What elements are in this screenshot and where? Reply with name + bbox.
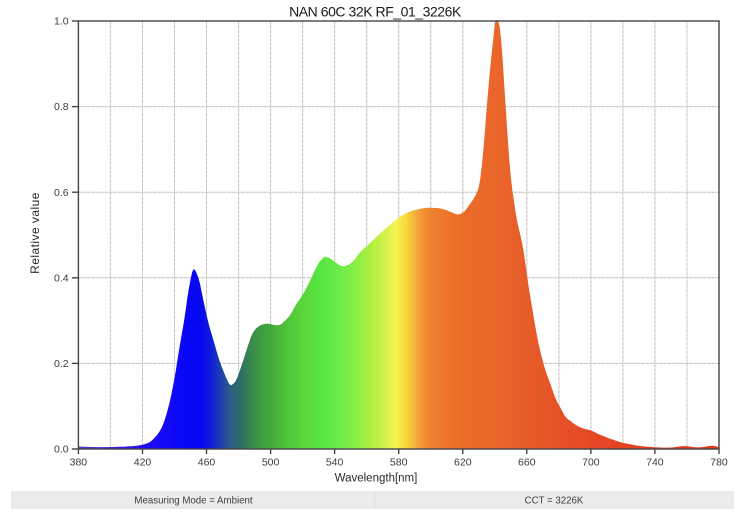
svg-text:380: 380 — [70, 457, 88, 469]
svg-text:420: 420 — [134, 457, 152, 469]
svg-text:540: 540 — [326, 457, 344, 469]
svg-text:NAN 60C 32K RF_01_3226K: NAN 60C 32K RF_01_3226K — [289, 3, 462, 19]
svg-text:620: 620 — [454, 457, 472, 469]
svg-text:0.8: 0.8 — [54, 101, 69, 113]
svg-text:740: 740 — [646, 457, 664, 469]
svg-text:CCT = 3226K: CCT = 3226K — [525, 496, 584, 507]
svg-text:500: 500 — [262, 457, 280, 469]
svg-text:Relative value: Relative value — [28, 192, 42, 274]
svg-text:0.6: 0.6 — [54, 187, 69, 199]
svg-text:780: 780 — [710, 457, 728, 469]
svg-text:580: 580 — [390, 457, 408, 469]
svg-text:460: 460 — [198, 457, 216, 469]
svg-text:Wavelength[nm]: Wavelength[nm] — [335, 473, 418, 485]
svg-text:660: 660 — [518, 457, 536, 469]
svg-text:Measuring Mode = Ambient: Measuring Mode = Ambient — [134, 496, 253, 507]
svg-text:0.2: 0.2 — [54, 358, 69, 370]
svg-text:0.0: 0.0 — [54, 444, 69, 456]
svg-text:0.4: 0.4 — [54, 272, 69, 284]
svg-text:1.0: 1.0 — [54, 16, 69, 28]
svg-text:700: 700 — [582, 457, 600, 469]
